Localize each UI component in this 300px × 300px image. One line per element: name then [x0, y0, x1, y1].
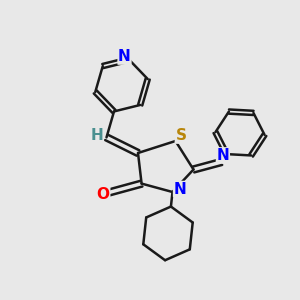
Text: H: H — [91, 128, 103, 142]
Text: O: O — [97, 187, 110, 202]
Text: N: N — [217, 148, 229, 163]
Text: N: N — [118, 49, 131, 64]
Text: N: N — [174, 182, 186, 196]
Text: S: S — [176, 128, 186, 143]
